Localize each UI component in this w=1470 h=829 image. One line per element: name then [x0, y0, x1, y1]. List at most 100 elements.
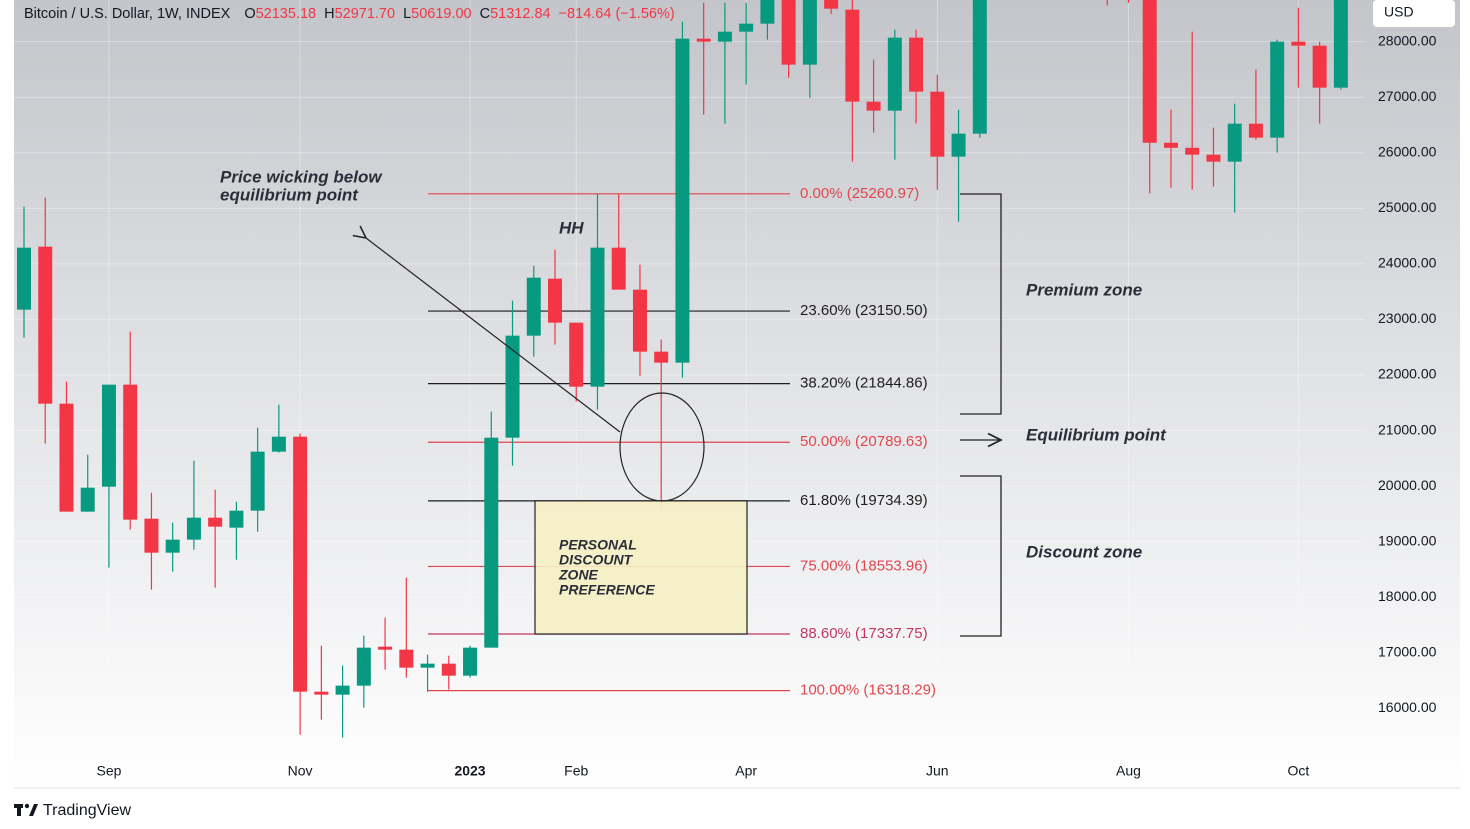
currency-label[interactable]: USD: [1384, 4, 1414, 20]
candle-body: [845, 9, 860, 102]
x-tick-label: 2023: [454, 763, 485, 779]
y-tick-label: 25000.00: [1378, 199, 1437, 215]
candle-body: [1291, 41, 1306, 46]
candle-body: [632, 289, 647, 352]
y-tick-label: 20000.00: [1378, 477, 1437, 493]
candle-body: [654, 351, 669, 363]
candle-body: [250, 451, 265, 511]
candle-body: [909, 37, 924, 92]
fib-label: 75.00% (18553.96): [800, 557, 928, 574]
candle-body: [229, 510, 244, 528]
candle-body: [165, 539, 180, 553]
currency-badge[interactable]: [1373, 0, 1455, 27]
candle-body: [420, 663, 435, 668]
candle-body: [484, 437, 499, 648]
candle-body: [802, 0, 817, 65]
zone-box-text: PERSONAL: [559, 537, 637, 553]
readout-value: 52971.70: [335, 6, 395, 22]
wick-arrow: [366, 238, 621, 433]
candle-body: [590, 247, 605, 387]
hh-label: HH: [559, 218, 584, 237]
y-tick-label: 26000.00: [1378, 143, 1437, 159]
candle-body: [38, 246, 53, 404]
y-tick-label: 17000.00: [1378, 643, 1437, 659]
readout-key: O: [244, 6, 255, 22]
candle-body: [951, 133, 966, 157]
x-tick-label: Apr: [735, 763, 757, 779]
candle-body: [505, 335, 520, 438]
fib-label: 88.60% (17337.75): [800, 625, 928, 642]
candle-body: [717, 31, 732, 42]
candle-body: [824, 0, 839, 9]
zone-box-text: PREFERENCE: [559, 582, 655, 598]
candle-body: [399, 649, 414, 668]
y-tick-label: 19000.00: [1378, 532, 1437, 548]
y-tick-label: 24000.00: [1378, 255, 1437, 271]
candle-body: [548, 278, 562, 323]
candle-body: [696, 38, 711, 42]
candle-body: [1185, 147, 1200, 155]
zone-box-text: DISCOUNT: [559, 552, 634, 568]
candle-body: [1142, 0, 1157, 143]
candle-body: [356, 647, 371, 686]
y-tick-label: 27000.00: [1378, 88, 1437, 104]
candle-body: [1206, 154, 1221, 162]
discount-label: Discount zone: [1026, 542, 1142, 561]
y-tick-label: 21000.00: [1378, 421, 1437, 437]
symbol-header: Bitcoin / U.S. Dollar, 1W, INDEX O52135.…: [24, 6, 675, 22]
readout-value: 51312.84: [490, 6, 550, 22]
plot-background: [14, 0, 1460, 788]
candle-body: [866, 101, 881, 111]
candle-body: [271, 436, 286, 452]
candle-body: [293, 436, 308, 692]
candle-body: [144, 518, 159, 553]
candle-body: [208, 517, 223, 527]
candle-body: [441, 663, 456, 676]
readout-value: 50619.00: [411, 6, 471, 22]
y-tick-label: 28000.00: [1378, 32, 1437, 48]
candle-body: [17, 247, 31, 310]
candle-body: [1163, 142, 1178, 148]
readout-key: H: [324, 6, 334, 22]
candle-body: [972, 0, 987, 134]
wick-highlight: [619, 392, 705, 502]
candle-body: [930, 91, 945, 157]
readout-change: −814.64 (−1.56%): [559, 6, 675, 22]
y-tick-label: 22000.00: [1378, 366, 1437, 382]
candle-body: [186, 517, 201, 540]
readout-value: 52135.18: [256, 6, 316, 22]
x-tick-label: Oct: [1288, 763, 1310, 779]
candle-body: [781, 0, 796, 65]
candle-body: [59, 403, 74, 512]
discount-bracket: [960, 475, 1002, 637]
fib-label: 50.00% (20789.63): [800, 433, 928, 450]
fib-label: 61.80% (19734.39): [800, 492, 928, 509]
discount-zone-box: [534, 500, 748, 635]
candle-body: [101, 384, 116, 487]
candle-body: [760, 0, 775, 24]
wick-note: Price wicking below: [220, 167, 383, 186]
x-tick-label: Feb: [564, 763, 588, 779]
candle-body: [675, 38, 690, 363]
candle-body: [1312, 45, 1327, 88]
premium-label: Premium zone: [1026, 280, 1142, 299]
candle-body: [123, 384, 138, 520]
candle-body: [569, 322, 584, 387]
y-tick-label: 18000.00: [1378, 588, 1437, 604]
candle-body: [463, 647, 478, 676]
premium-bracket: [960, 193, 1002, 415]
x-tick-label: Sep: [96, 763, 121, 779]
candle-body: [1248, 123, 1263, 138]
fib-label: 100.00% (16318.29): [800, 682, 936, 699]
readout-key: C: [480, 6, 490, 22]
readout-key: L: [403, 6, 411, 22]
candle-body: [526, 277, 541, 336]
candle-body: [1270, 41, 1285, 138]
brand-logo: [14, 803, 38, 816]
y-tick-label: 16000.00: [1378, 699, 1437, 715]
zone-box-text: ZONE: [558, 567, 599, 583]
candle-body: [314, 691, 329, 695]
fib-label: 23.60% (23150.50): [800, 302, 928, 319]
candle-body: [1227, 123, 1242, 162]
